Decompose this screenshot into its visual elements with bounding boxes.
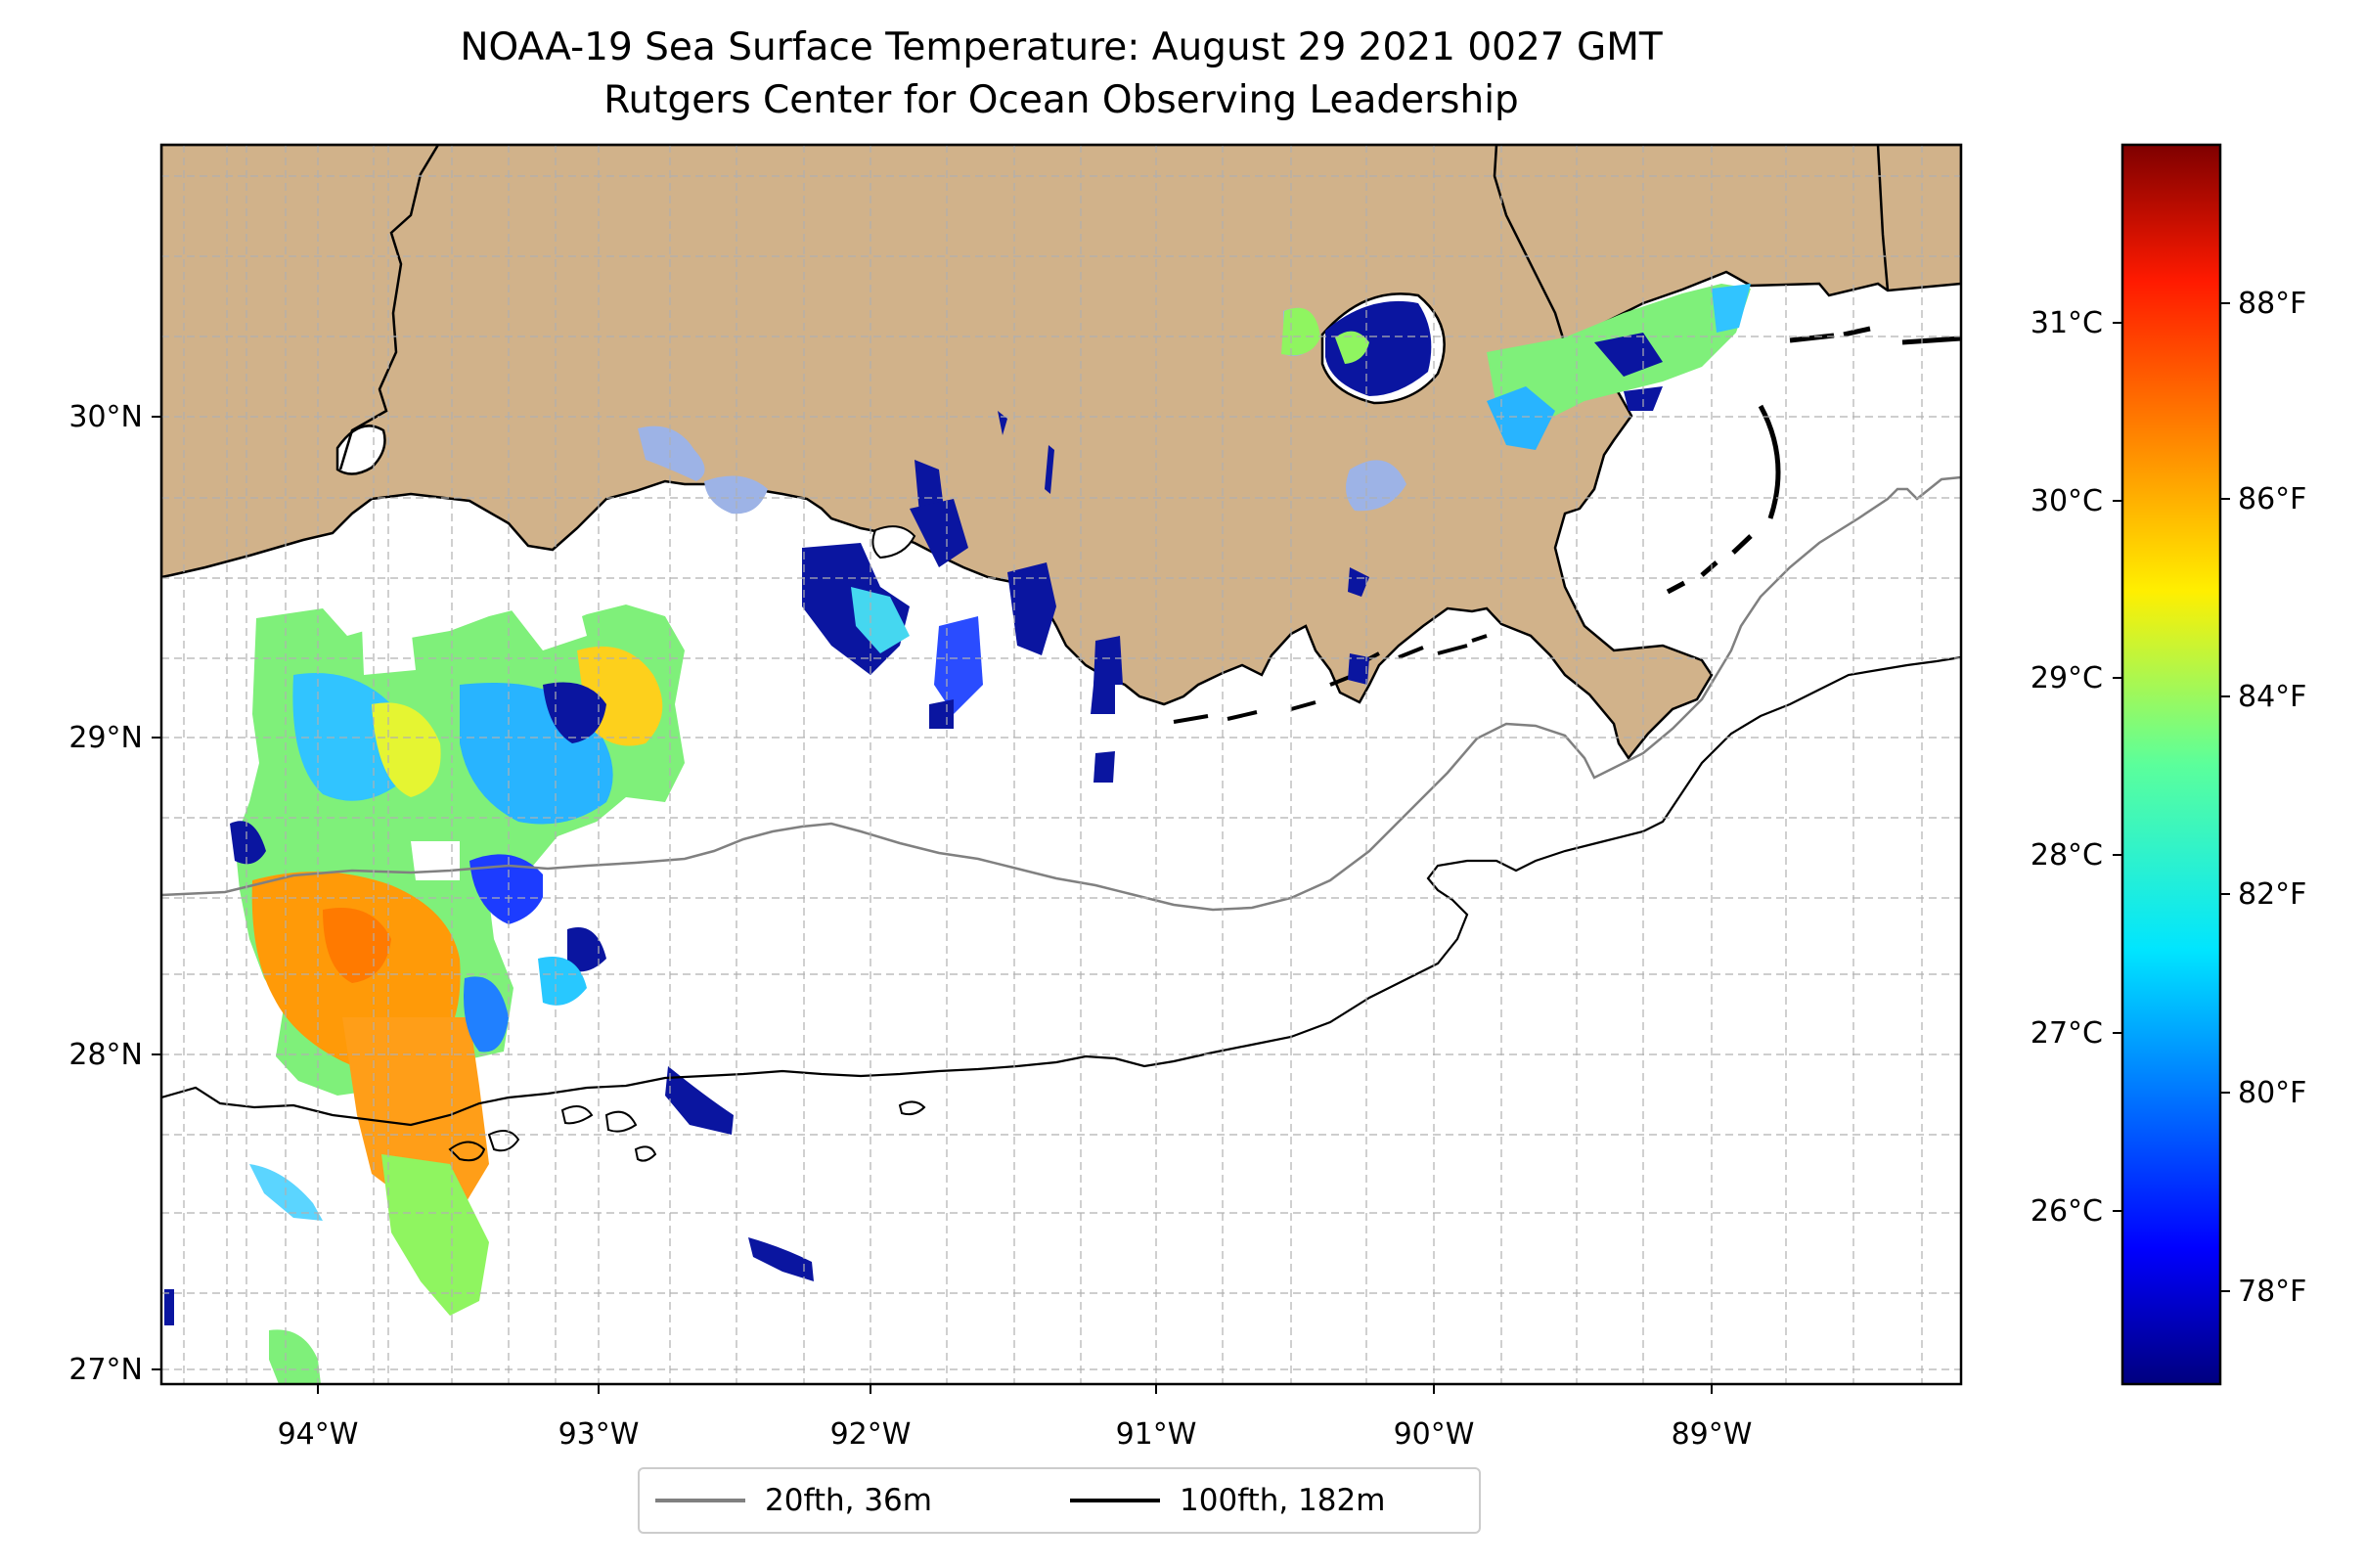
colorbar [2120,143,2222,1386]
lat-tick-label: 30°N [68,400,143,434]
lon-tick-label: 90°W [1394,1417,1475,1452]
fahrenheit-tick-label: 78°F [2238,1275,2306,1309]
legend-label: 20fth, 36m [765,1483,932,1518]
legend-line-gray [655,1499,745,1502]
isobath-100fth [161,655,1961,1127]
legend-line-black [1070,1499,1160,1502]
legend-item-100fth: 100fth, 182m [1070,1469,1385,1532]
celsius-tick-label: 26°C [2030,1194,2103,1229]
legend-label: 100fth, 182m [1180,1483,1386,1518]
barrier-islands [1173,634,1488,724]
fahrenheit-tick-label: 82°F [2238,877,2306,912]
celsius-tick-label: 29°C [2030,661,2103,695]
inland-lake [638,426,705,481]
lon-tick-label: 93°W [558,1417,640,1452]
barrier-islands [1666,326,1961,595]
map-title: NOAA-19 Sea Surface Temperature: August … [460,25,1663,69]
isobath-100fth-islands [448,1100,926,1162]
lat-tick-label: 28°N [68,1038,143,1072]
map-gridlines [161,145,1961,1384]
legend-item-20fth: 20fth, 36m [655,1469,932,1532]
land-mass [161,145,1961,761]
state-boundary [338,145,440,470]
vermilion-bay [871,525,916,560]
isobath-20fth [161,475,1961,912]
lon-tick-label: 89°W [1672,1417,1753,1452]
state-boundary [1493,145,1567,345]
lon-tick-label: 92°W [830,1417,912,1452]
axis-ticks [152,416,1713,1394]
lon-tick-label: 91°W [1116,1417,1197,1452]
map-subtitle: Rutgers Center for Ocean Observing Leade… [603,78,1519,122]
lat-tick-label: 27°N [68,1353,143,1387]
celsius-tick-label: 27°C [2030,1016,2103,1051]
lat-tick-label: 29°N [68,721,143,755]
celsius-tick-label: 28°C [2030,838,2103,873]
celsius-tick-label: 30°C [2030,484,2103,518]
fahrenheit-tick-label: 84°F [2238,680,2306,714]
map-frame [159,143,1963,1386]
fahrenheit-tick-label: 80°F [2238,1076,2306,1110]
celsius-tick-label: 31°C [2030,306,2103,340]
state-boundary [1876,145,1890,291]
colorbar-ticks [2113,302,2230,1292]
fahrenheit-tick-label: 86°F [2238,482,2306,516]
fahrenheit-tick-label: 88°F [2238,287,2306,321]
lon-tick-label: 94°W [278,1417,359,1452]
isobath-legend: 20fth, 36m 100fth, 182m [638,1467,1481,1534]
